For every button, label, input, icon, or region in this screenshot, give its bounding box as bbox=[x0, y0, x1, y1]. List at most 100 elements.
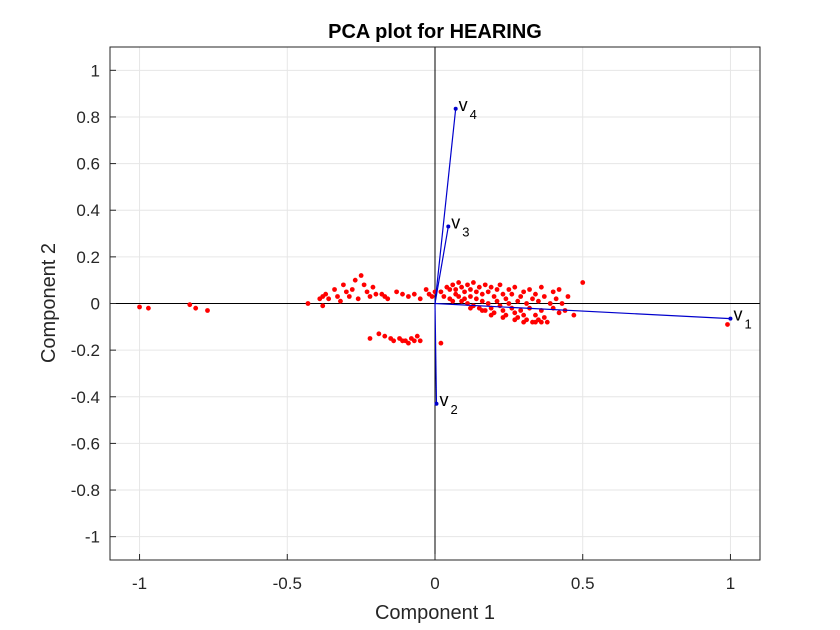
vector-label: v bbox=[439, 390, 448, 410]
observation-point bbox=[538, 284, 544, 290]
x-tick-label: -0.5 bbox=[273, 574, 302, 593]
vector-label: v bbox=[733, 305, 742, 325]
observation-point bbox=[473, 289, 479, 295]
observation-point bbox=[530, 296, 535, 302]
observation-point bbox=[462, 289, 467, 295]
observation-point bbox=[485, 301, 491, 306]
observation-point bbox=[373, 291, 379, 297]
observation-point bbox=[193, 305, 199, 311]
observation-point bbox=[547, 301, 553, 306]
observation-point bbox=[515, 298, 521, 304]
observation-point bbox=[503, 296, 509, 302]
vector-line bbox=[434, 302, 731, 320]
observation-point bbox=[456, 294, 462, 299]
observation-point bbox=[541, 294, 547, 299]
observation-point bbox=[406, 340, 411, 346]
vector-endpoint bbox=[434, 401, 439, 406]
observation-point bbox=[565, 294, 571, 299]
observation-point bbox=[205, 308, 210, 313]
observation-point bbox=[468, 287, 473, 292]
observation-point bbox=[438, 289, 444, 295]
observation-point bbox=[382, 333, 388, 339]
observation-point bbox=[533, 291, 538, 297]
observation-point bbox=[500, 291, 506, 297]
observation-point bbox=[544, 319, 550, 325]
observation-point bbox=[358, 273, 364, 278]
observation-point bbox=[509, 291, 515, 297]
observation-point bbox=[438, 340, 444, 346]
observation-point bbox=[429, 294, 435, 299]
observation-point bbox=[553, 296, 559, 302]
y-tick-label: 0.6 bbox=[76, 155, 100, 174]
observation-point bbox=[355, 296, 361, 302]
y-tick-label: 0 bbox=[91, 295, 100, 314]
loading-vectors: v 1v 2v 3v 4 bbox=[434, 95, 752, 417]
observation-point bbox=[527, 287, 532, 292]
observation-point bbox=[491, 294, 497, 299]
observation-point bbox=[465, 282, 470, 288]
observation-point bbox=[349, 287, 355, 292]
observation-point bbox=[512, 317, 518, 323]
observation-point bbox=[459, 284, 464, 290]
y-tick-label: 0.2 bbox=[76, 248, 100, 267]
y-tick-label: 0.4 bbox=[76, 201, 100, 220]
observation-point bbox=[468, 294, 473, 299]
observation-point bbox=[338, 298, 343, 304]
scatter-points bbox=[137, 273, 730, 346]
observation-point bbox=[352, 277, 358, 283]
y-axis-label: Component 2 bbox=[38, 243, 60, 363]
observation-point bbox=[488, 312, 494, 318]
observation-point bbox=[571, 312, 577, 318]
observation-point bbox=[447, 287, 453, 292]
vector-label: v bbox=[459, 95, 468, 115]
observation-point bbox=[323, 291, 329, 297]
x-tick-label: 1 bbox=[726, 574, 735, 593]
observation-point bbox=[518, 294, 524, 299]
y-tick-label: -0.8 bbox=[71, 481, 100, 500]
observation-point bbox=[488, 284, 494, 290]
y-tick-label: 0.8 bbox=[76, 108, 100, 127]
observation-point bbox=[550, 289, 556, 295]
observation-point bbox=[494, 298, 500, 304]
x-tick-label: 0.5 bbox=[571, 574, 595, 593]
vector-label-subscript: 4 bbox=[470, 107, 477, 122]
axes-frame bbox=[109, 46, 761, 561]
observation-point bbox=[341, 282, 346, 288]
observation-point bbox=[320, 303, 326, 309]
y-tick-label: -0.6 bbox=[71, 434, 100, 453]
y-tick-label: -0.4 bbox=[71, 388, 100, 407]
observation-point bbox=[411, 291, 417, 297]
y-tick-label: -1 bbox=[85, 528, 100, 547]
observation-point bbox=[423, 287, 429, 292]
x-tick-label: 0 bbox=[430, 574, 439, 593]
observation-point bbox=[521, 312, 527, 318]
observation-point bbox=[414, 333, 420, 339]
observation-point bbox=[305, 301, 311, 306]
observation-point bbox=[541, 315, 547, 320]
observation-point bbox=[137, 304, 142, 310]
observation-point bbox=[518, 308, 524, 313]
axes-border bbox=[109, 46, 761, 561]
observation-point bbox=[521, 289, 527, 295]
x-tick-label: -1 bbox=[132, 574, 147, 593]
vector-line bbox=[434, 226, 449, 304]
observation-point bbox=[556, 310, 562, 316]
observation-point bbox=[512, 284, 518, 290]
observation-point bbox=[479, 298, 485, 304]
vector-line bbox=[434, 108, 457, 304]
vector-line bbox=[434, 303, 438, 404]
observation-point bbox=[506, 287, 512, 292]
observation-point bbox=[343, 289, 349, 295]
observation-point bbox=[494, 287, 500, 292]
vector-label: v bbox=[451, 213, 460, 233]
x-axis-label: Component 1 bbox=[375, 602, 495, 624]
observation-point bbox=[524, 301, 529, 306]
observation-point bbox=[559, 301, 565, 306]
observation-point bbox=[385, 296, 391, 302]
observation-point bbox=[500, 315, 506, 320]
observation-point bbox=[417, 338, 423, 344]
vector-label-subscript: 3 bbox=[462, 225, 469, 240]
observation-point bbox=[400, 291, 405, 297]
observation-point bbox=[326, 296, 332, 302]
